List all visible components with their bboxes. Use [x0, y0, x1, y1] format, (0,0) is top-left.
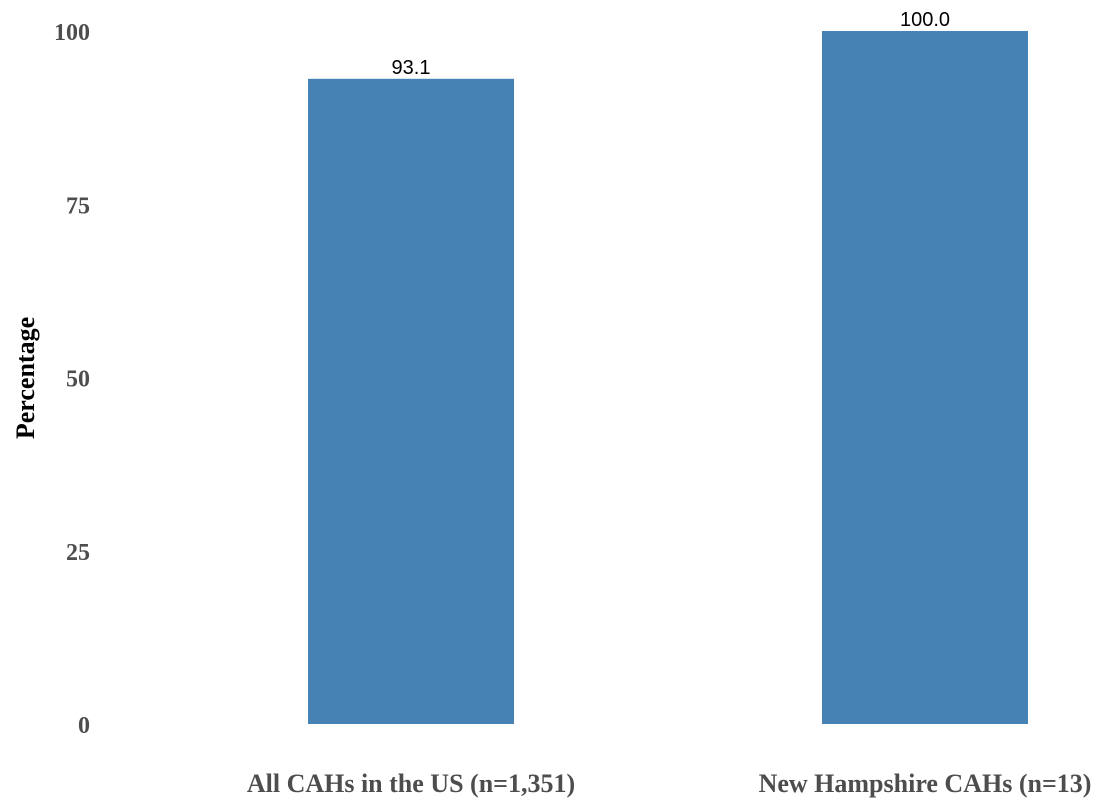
bar-value-label: 93.1 [392, 57, 431, 79]
data-labels: 93.1 100.0 [392, 9, 951, 79]
bar [822, 31, 1028, 724]
bar [308, 78, 514, 724]
bar-value-label: 100.0 [900, 9, 950, 31]
x-category-label: All CAHs in the US (n=1,351) [247, 769, 575, 798]
x-category-label: New Hampshire CAHs (n=13) [759, 769, 1092, 798]
y-tick-label: 25 [66, 540, 90, 566]
y-tick-label: 50 [66, 367, 90, 393]
bars [308, 31, 1028, 724]
y-tick-label: 100 [54, 20, 90, 46]
y-tick-label: 0 [78, 713, 90, 739]
y-axis-ticks: 0 25 50 75 100 [54, 20, 90, 739]
x-axis-labels: All CAHs in the US (n=1,351) New Hampshir… [247, 769, 1092, 798]
y-axis-title: Percentage [11, 317, 40, 439]
y-tick-label: 75 [66, 193, 90, 219]
